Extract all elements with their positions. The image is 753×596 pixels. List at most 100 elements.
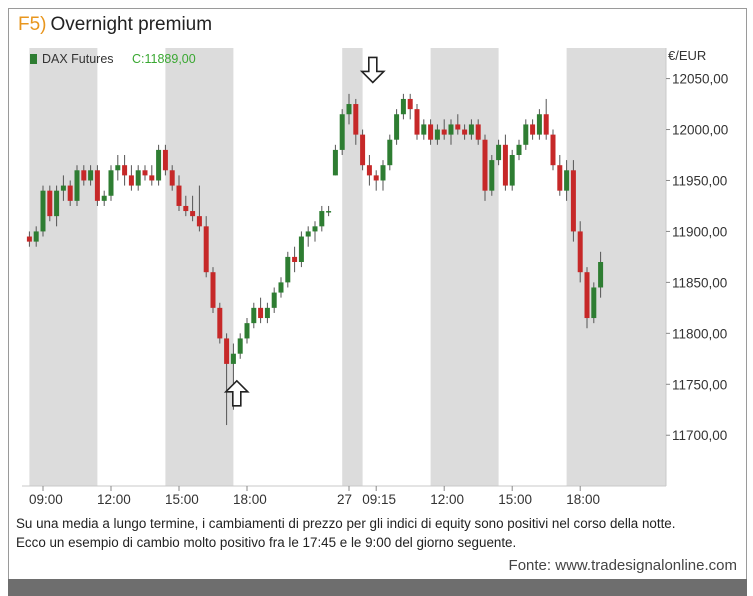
- candle: [570, 160, 576, 242]
- x-tick-label: 09:00: [29, 492, 63, 507]
- caption-line-1: Su una media a lungo termine, i cambiame…: [16, 516, 676, 531]
- x-tick-label: 27: [337, 492, 352, 507]
- candle: [360, 129, 366, 171]
- down-arrow-icon: [359, 56, 386, 84]
- candle: [414, 104, 420, 140]
- candle: [60, 175, 66, 201]
- candle: [210, 267, 216, 313]
- candle: [244, 318, 250, 344]
- candle-body: [285, 256, 291, 283]
- candle-body: [414, 109, 420, 135]
- y-tick-label: 11750,00: [672, 377, 727, 392]
- candle: [67, 180, 73, 206]
- y-axis-label: €/EUR: [668, 48, 706, 63]
- axes: €/EUR: [22, 48, 706, 487]
- candle: [319, 205, 325, 232]
- candle-body: [339, 114, 345, 150]
- candle-body: [292, 256, 298, 262]
- candle-body: [271, 292, 277, 308]
- candle: [387, 134, 393, 171]
- x-tick-label: 12:00: [430, 492, 464, 507]
- candle: [47, 185, 53, 222]
- candle: [237, 333, 243, 359]
- candle: [169, 165, 175, 191]
- candle-body: [60, 185, 66, 191]
- candles: [26, 93, 604, 426]
- candlestick-chart: €/EUR 12050,00 12000,00 11950,00 11900,00 11…: [22, 48, 728, 507]
- shaded-session-4: [430, 48, 499, 486]
- x-ticks: 09:00 12:00 15:00 18:00 27 09:15 12:00 15:00 18:…: [29, 486, 600, 507]
- candle: [502, 134, 508, 191]
- candle: [224, 333, 230, 426]
- y-tick-label: 11800,00: [672, 326, 727, 341]
- candle-body: [434, 129, 440, 140]
- x-tick-label: 09:15: [362, 492, 396, 507]
- annotation-arrows: [223, 56, 386, 407]
- candle: [462, 124, 468, 140]
- y-tick-label: 11850,00: [672, 275, 727, 290]
- candle: [251, 302, 257, 329]
- candle: [591, 282, 597, 324]
- candle: [577, 221, 583, 283]
- y-tick-label: 11900,00: [672, 224, 727, 239]
- candle-body: [67, 185, 73, 201]
- candle-body: [278, 282, 284, 293]
- candle-body: [373, 175, 379, 181]
- figure-title: F5) Overnight premium: [18, 14, 212, 36]
- candle: [523, 119, 529, 150]
- session-shading: [29, 48, 666, 486]
- candle-body: [536, 114, 542, 135]
- candle: [271, 287, 277, 313]
- candle: [584, 267, 590, 329]
- candle-body: [448, 124, 454, 135]
- figure-title-text: Overnight premium: [50, 14, 213, 35]
- candle-body: [591, 287, 597, 319]
- candle-body: [400, 98, 406, 115]
- figure-number: F5): [18, 14, 47, 35]
- x-tick-label: 18:00: [233, 492, 267, 507]
- candle: [564, 160, 570, 201]
- candle: [380, 160, 386, 191]
- candle-body: [570, 170, 576, 232]
- candle: [353, 98, 359, 145]
- shaded-session-3: [342, 48, 363, 486]
- y-ticks: 12050,00 12000,00 11950,00 11900,00 11850,00…: [666, 72, 728, 443]
- x-tick-label: 12:00: [97, 492, 131, 507]
- candle: [292, 246, 298, 273]
- candle-body: [108, 170, 114, 196]
- candle-body: [122, 165, 128, 176]
- candle: [203, 216, 209, 278]
- candle: [441, 119, 447, 140]
- candle-body: [196, 216, 202, 227]
- candle-body: [169, 170, 175, 186]
- candle: [190, 195, 196, 222]
- candle-body: [224, 338, 230, 364]
- candle-body: [258, 307, 264, 319]
- shaded-session-5: [566, 48, 666, 486]
- candle-body: [319, 211, 325, 227]
- candle-body: [149, 175, 155, 181]
- candle-body: [455, 124, 461, 130]
- legend-close-value: C:11889,00: [132, 52, 196, 66]
- candle: [94, 165, 100, 206]
- x-tick-label: 15:00: [165, 492, 199, 507]
- candle: [285, 251, 291, 288]
- candle: [264, 302, 270, 324]
- candle-body: [33, 231, 39, 242]
- candle-body: [577, 231, 583, 273]
- candle-body: [305, 231, 311, 237]
- candle-body: [407, 98, 413, 110]
- candle: [482, 134, 488, 201]
- candle-body: [523, 124, 529, 145]
- candle: [101, 190, 107, 206]
- candle: [434, 124, 440, 145]
- candle: [400, 93, 406, 120]
- source-credit: Fonte: www.tradesignalonline.com: [508, 557, 737, 574]
- candle-body: [162, 149, 168, 171]
- candle: [26, 231, 32, 247]
- candle: [516, 139, 522, 161]
- candle-body: [210, 272, 216, 308]
- candle: [530, 119, 536, 140]
- candle: [475, 119, 481, 145]
- legend-instrument: DAX Futures: [42, 52, 114, 66]
